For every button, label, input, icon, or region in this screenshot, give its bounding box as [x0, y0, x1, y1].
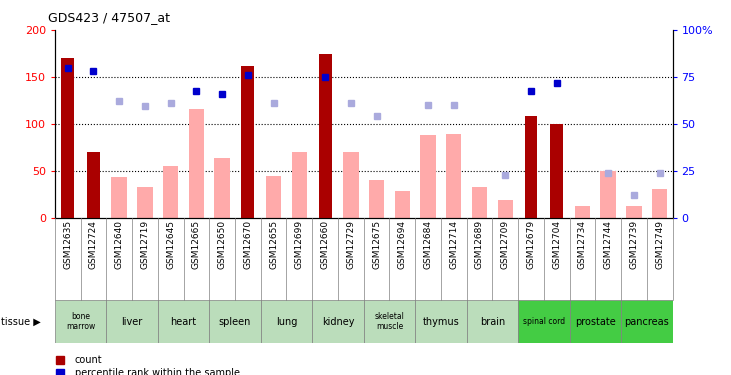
Text: tissue ▶: tissue ▶ [1, 316, 40, 327]
Text: GDS423 / 47507_at: GDS423 / 47507_at [48, 11, 170, 24]
FancyBboxPatch shape [158, 300, 209, 343]
Bar [61, 58, 74, 217]
FancyBboxPatch shape [261, 300, 312, 343]
FancyBboxPatch shape [312, 300, 363, 343]
Bar [395, 191, 410, 217]
Bar [575, 206, 590, 218]
Bar [87, 152, 100, 217]
FancyBboxPatch shape [106, 300, 158, 343]
Text: count: count [75, 355, 102, 365]
Bar [111, 177, 127, 218]
FancyBboxPatch shape [518, 300, 569, 343]
Bar [471, 187, 487, 218]
Bar [369, 180, 385, 218]
Text: liver: liver [121, 316, 143, 327]
FancyBboxPatch shape [415, 300, 466, 343]
Bar [600, 171, 616, 217]
Bar [266, 176, 281, 218]
Bar [241, 66, 254, 218]
FancyBboxPatch shape [363, 300, 415, 343]
Bar [137, 187, 153, 218]
Bar [189, 109, 204, 217]
Bar [420, 135, 436, 218]
Text: brain: brain [480, 316, 505, 327]
Bar [214, 158, 230, 218]
Text: prostate: prostate [575, 316, 616, 327]
Text: spinal cord: spinal cord [523, 317, 565, 326]
FancyBboxPatch shape [209, 300, 261, 343]
Text: thymus: thymus [423, 316, 459, 327]
Bar [446, 134, 461, 218]
Text: kidney: kidney [322, 316, 355, 327]
Bar [550, 124, 563, 218]
Bar [498, 200, 513, 217]
Text: skeletal
muscle: skeletal muscle [374, 312, 404, 331]
Bar [626, 206, 642, 218]
Text: lung: lung [276, 316, 297, 327]
Bar [343, 152, 358, 217]
Bar [525, 116, 537, 218]
FancyBboxPatch shape [466, 300, 518, 343]
Text: spleen: spleen [219, 316, 251, 327]
Bar [652, 189, 667, 217]
FancyBboxPatch shape [569, 300, 621, 343]
Bar [319, 54, 331, 217]
Bar [292, 152, 307, 217]
Text: percentile rank within the sample: percentile rank within the sample [75, 368, 240, 375]
Text: bone
marrow: bone marrow [66, 312, 95, 331]
Text: pancreas: pancreas [624, 316, 669, 327]
FancyBboxPatch shape [55, 300, 106, 343]
FancyBboxPatch shape [621, 300, 673, 343]
Bar [163, 166, 178, 218]
Text: heart: heart [170, 316, 197, 327]
